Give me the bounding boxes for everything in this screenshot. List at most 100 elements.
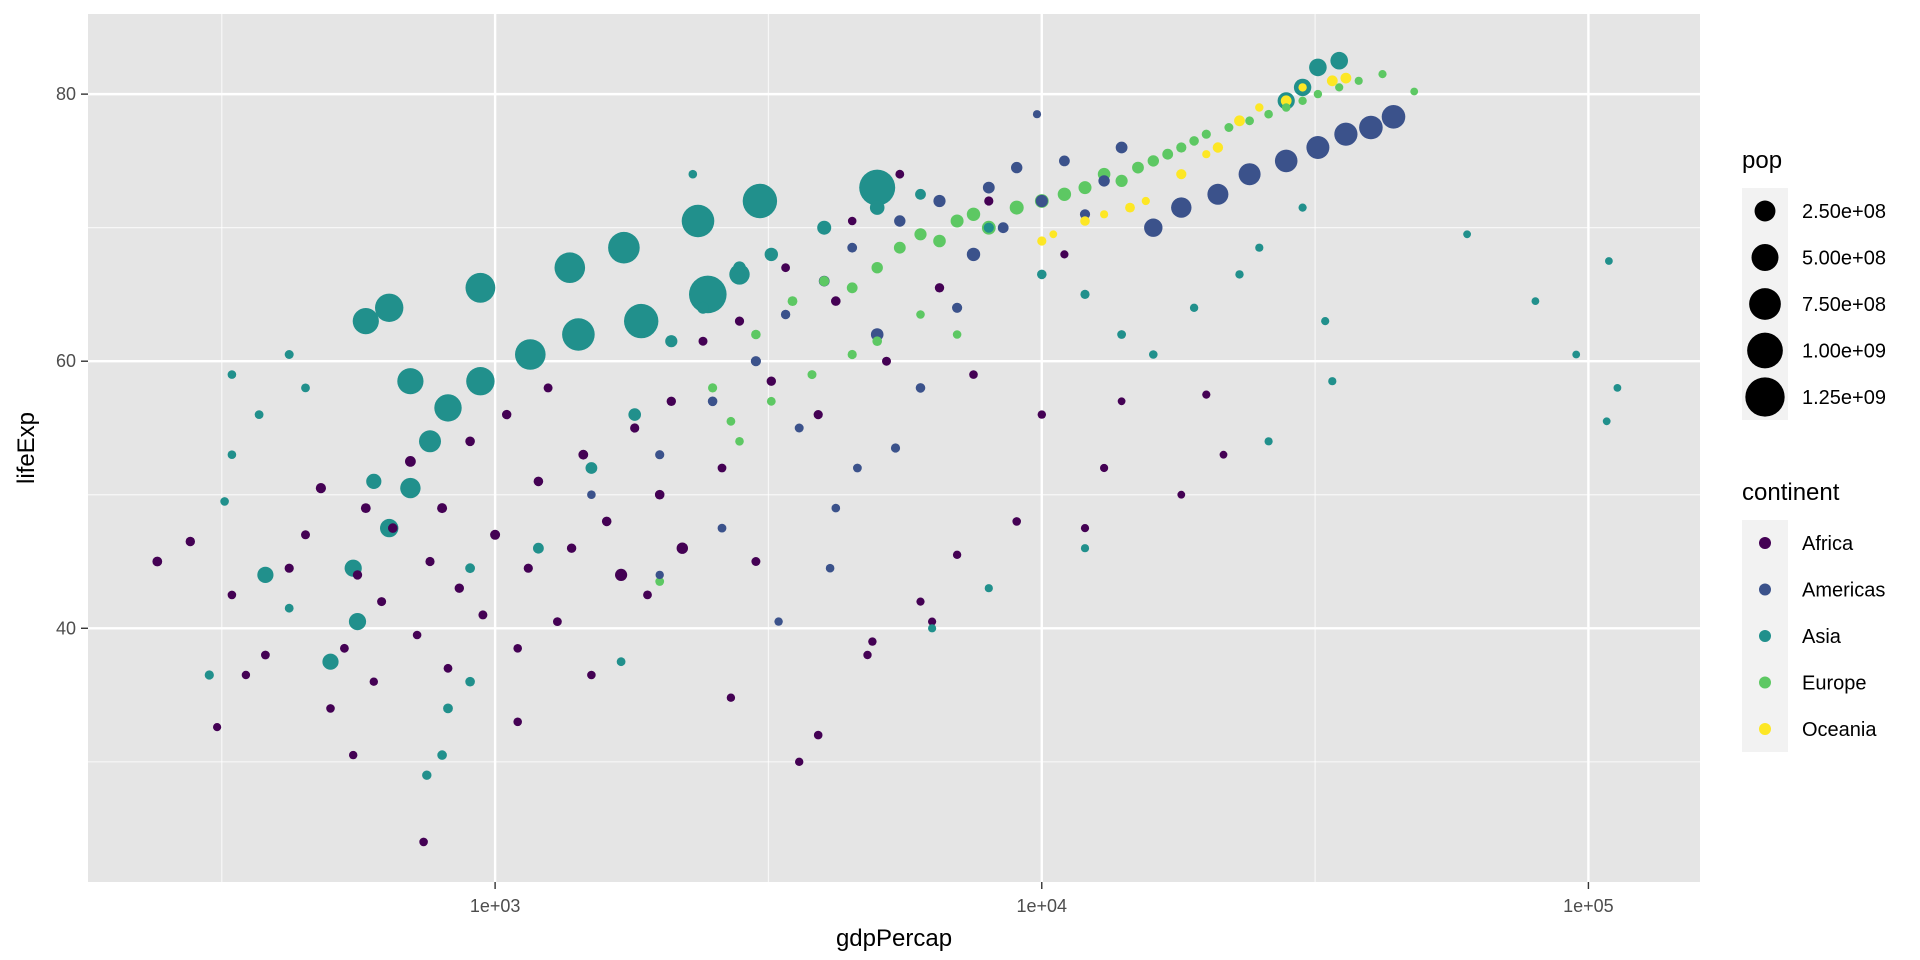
data-point-africa <box>1100 463 1109 473</box>
data-point-oceania <box>1125 202 1135 213</box>
data-point-americas <box>717 523 727 533</box>
data-point-europe <box>847 349 857 360</box>
y-tick-label: 40 <box>56 618 76 638</box>
data-point-asia <box>1309 58 1327 77</box>
data-point-europe <box>1245 116 1254 126</box>
data-point-africa <box>1080 524 1090 533</box>
data-point-asia <box>254 410 264 419</box>
data-point-africa <box>1117 397 1126 406</box>
data-point-europe <box>726 416 736 426</box>
data-point-americas <box>1079 209 1091 220</box>
data-point-asia <box>817 220 832 235</box>
data-point-africa <box>405 456 416 467</box>
size-legend-key <box>1745 377 1785 417</box>
data-point-africa <box>454 583 464 593</box>
data-point-americas <box>890 443 901 453</box>
data-point-americas <box>1207 183 1229 205</box>
data-point-europe <box>871 262 883 274</box>
data-point-africa <box>578 449 589 460</box>
data-point-americas <box>952 302 963 313</box>
data-point-africa <box>227 590 237 600</box>
data-point-africa <box>369 677 378 686</box>
data-point-europe <box>787 296 798 306</box>
data-point-africa <box>1219 450 1228 459</box>
color-legend-label: Africa <box>1802 533 1854 555</box>
data-point-africa <box>533 476 544 487</box>
data-point-asia <box>1298 203 1307 212</box>
data-point-asia <box>257 566 274 584</box>
data-point-americas <box>1098 175 1110 187</box>
data-point-asia <box>301 383 310 393</box>
color-legend-label: Asia <box>1802 626 1842 648</box>
data-point-africa <box>566 543 577 553</box>
data-point-africa <box>813 410 823 420</box>
data-point-asia <box>284 350 294 359</box>
data-point-asia <box>1264 437 1273 446</box>
color-legend-label: Americas <box>1802 580 1885 602</box>
data-point-americas <box>587 490 596 500</box>
data-point-asia <box>915 188 926 200</box>
data-point-africa <box>666 396 676 406</box>
data-point-asia <box>1321 317 1330 326</box>
data-point-asia <box>1080 289 1090 299</box>
data-point-asia <box>585 462 598 474</box>
data-point-asia <box>366 473 382 489</box>
data-points <box>152 51 1622 847</box>
data-point-asia <box>1255 243 1264 252</box>
data-point-europe <box>1162 148 1174 160</box>
data-point-africa <box>1177 490 1186 499</box>
data-point-europe <box>1057 187 1072 201</box>
data-point-asia <box>220 497 229 506</box>
data-point-oceania <box>1212 142 1224 153</box>
data-point-africa <box>490 529 501 540</box>
data-point-europe <box>751 329 761 340</box>
data-point-europe <box>1281 103 1291 112</box>
data-point-asia <box>533 542 544 554</box>
data-point-africa <box>847 216 857 226</box>
data-point-europe <box>819 276 830 287</box>
data-point-africa <box>419 837 428 847</box>
size-legend-label: 2.50e+08 <box>1802 201 1886 223</box>
color-legend-key-africa <box>1759 537 1771 549</box>
data-point-asia <box>764 247 778 262</box>
data-point-asia <box>400 477 421 499</box>
size-legend-label: 1.00e+09 <box>1802 341 1886 363</box>
data-point-asia <box>466 367 495 396</box>
data-point-americas <box>774 617 783 626</box>
data-point-africa <box>301 530 310 540</box>
color-legend-key-asia <box>1759 630 1771 642</box>
data-point-asia <box>608 231 640 264</box>
data-point-asia <box>434 394 462 422</box>
data-point-europe <box>872 336 882 347</box>
data-point-africa <box>766 376 776 386</box>
data-point-africa <box>315 483 326 494</box>
data-point-americas <box>825 563 835 573</box>
data-point-asia <box>1328 377 1337 386</box>
data-point-europe <box>846 282 858 294</box>
data-point-americas <box>853 463 862 473</box>
data-point-africa <box>502 409 512 420</box>
data-point-africa <box>241 670 251 680</box>
data-point-americas <box>1334 122 1358 146</box>
data-point-africa <box>465 436 475 447</box>
data-point-africa <box>349 750 358 760</box>
data-point-americas <box>1059 155 1070 167</box>
data-point-americas <box>1144 218 1163 237</box>
size-legend-key <box>1749 288 1781 320</box>
data-point-oceania <box>1234 115 1245 127</box>
data-point-asia <box>227 370 237 379</box>
data-point-africa <box>969 370 978 379</box>
data-point-americas <box>966 247 981 262</box>
data-point-africa <box>388 523 398 533</box>
data-point-americas <box>1011 161 1023 174</box>
data-point-americas <box>794 423 804 433</box>
data-point-africa <box>340 643 349 653</box>
color-legend-label: Oceania <box>1802 719 1877 741</box>
data-point-africa <box>654 489 665 500</box>
data-point-asia <box>227 450 237 460</box>
color-legend-key-oceania <box>1759 723 1771 735</box>
data-point-africa <box>676 542 688 554</box>
data-point-africa <box>717 463 727 473</box>
data-point-americas <box>1306 136 1330 159</box>
data-point-europe <box>1176 142 1187 153</box>
